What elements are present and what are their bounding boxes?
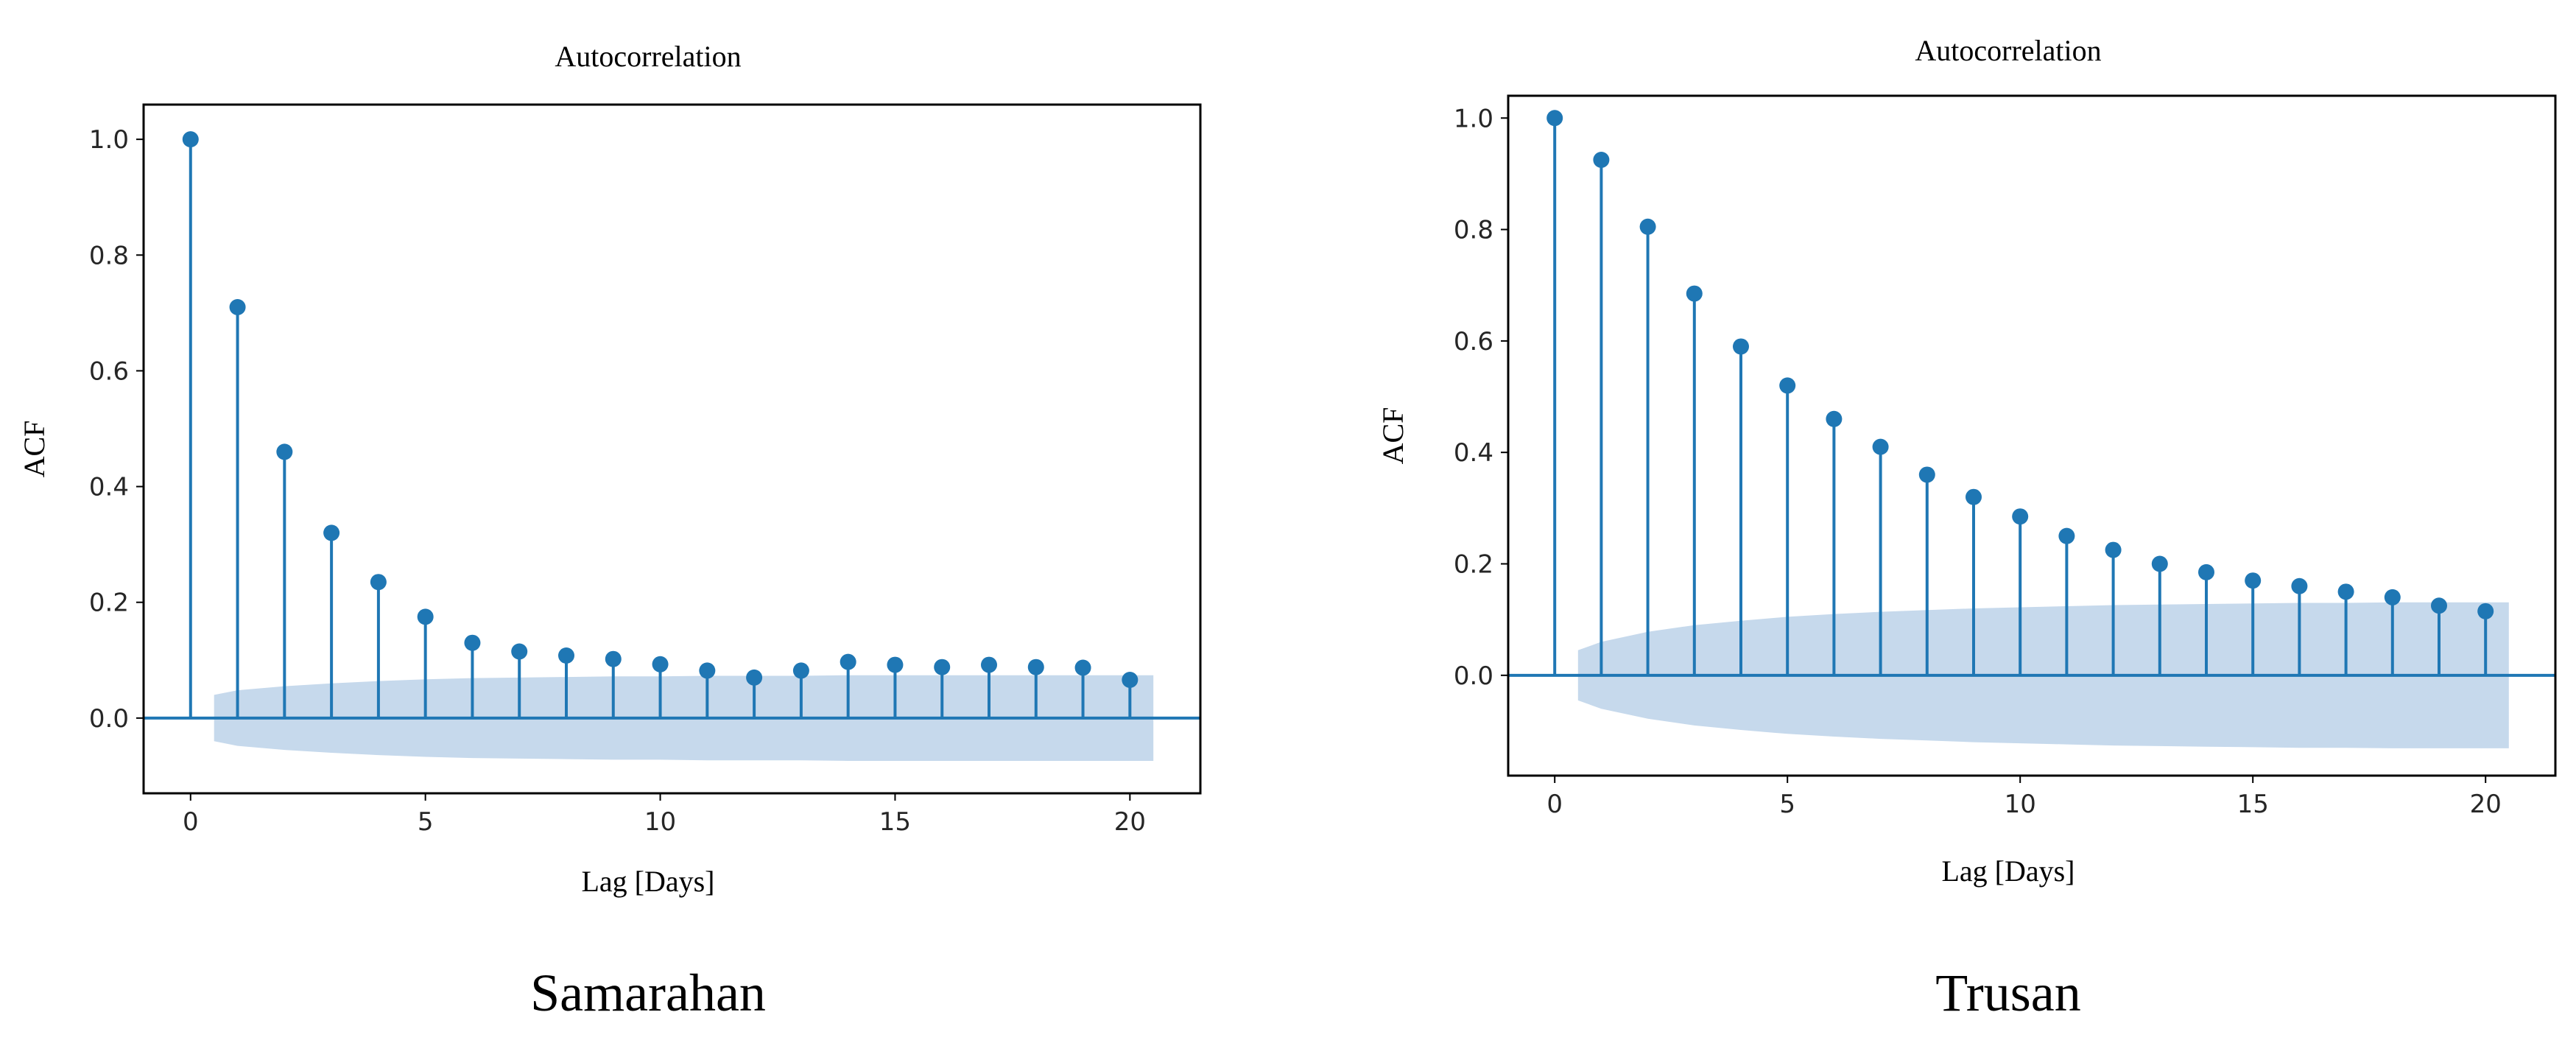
acf-point-lag-19 xyxy=(1074,659,1091,676)
acf-point-lag-17 xyxy=(981,656,997,673)
acf-point-lag-3 xyxy=(323,524,340,541)
chart-caption: Samarahan xyxy=(530,963,766,1022)
x-tick-label: 0 xyxy=(1546,790,1563,819)
acf-point-lag-8 xyxy=(1918,466,1935,483)
chart-trusan: 0 5 10 15 20 0.0 0.2 0.4 0.6 0.8 1.0 Autocorrelatio… xyxy=(1376,34,2557,1022)
acf-point-lag-14 xyxy=(840,653,856,670)
plot-content xyxy=(144,131,1200,761)
acf-point-lag-8 xyxy=(558,647,574,664)
acf-point-lag-18 xyxy=(2384,589,2401,605)
acf-point-lag-3 xyxy=(1686,285,1703,302)
acf-point-lag-15 xyxy=(887,656,904,673)
acf-point-lag-13 xyxy=(2151,555,2168,572)
acf-point-lag-15 xyxy=(2245,572,2262,589)
acf-point-lag-1 xyxy=(229,299,246,315)
y-tick-label: 0.4 xyxy=(89,473,129,502)
y-tick-label: 0.0 xyxy=(1454,661,1493,691)
chart-samarahan: 0 5 10 15 20 0.0 0.2 0.4 0.6 0.8 1.0 Autocorrelatio… xyxy=(18,40,1202,1022)
chart-title: Autocorrelation xyxy=(555,40,741,73)
acf-point-lag-2 xyxy=(1639,218,1656,235)
acf-point-lag-5 xyxy=(1779,377,1796,394)
y-tick-label: 1.0 xyxy=(89,125,129,155)
x-tick-label: 5 xyxy=(1779,790,1795,819)
x-tick-label: 0 xyxy=(183,807,199,837)
acf-point-lag-17 xyxy=(2337,583,2354,600)
acf-point-lag-7 xyxy=(1872,438,1889,455)
acf-point-lag-6 xyxy=(464,634,481,651)
chart-title: Autocorrelation xyxy=(1915,34,2101,67)
acf-point-lag-18 xyxy=(1027,659,1044,675)
x-axis-label: Lag [Days] xyxy=(581,865,714,898)
x-tick-label: 10 xyxy=(2005,790,2036,819)
y-tick-label: 0.2 xyxy=(1454,550,1493,580)
x-tick-label: 20 xyxy=(1114,807,1146,837)
acf-point-lag-10 xyxy=(652,656,669,672)
y-tick-label: 0.8 xyxy=(89,241,129,270)
x-tick-label: 20 xyxy=(2470,790,2502,819)
acf-point-lag-20 xyxy=(1122,672,1139,688)
acf-point-lag-20 xyxy=(2477,603,2494,619)
acf-point-lag-7 xyxy=(511,643,528,660)
acf-point-lag-2 xyxy=(276,443,293,460)
axes-frame xyxy=(1507,94,2557,777)
axes-frame xyxy=(142,103,1202,795)
acf-point-lag-5 xyxy=(417,608,434,625)
acf-point-lag-10 xyxy=(2012,508,2029,525)
acf-point-lag-12 xyxy=(2105,541,2122,558)
acf-point-lag-1 xyxy=(1593,152,1610,169)
plot-content xyxy=(1508,110,2555,748)
y-tick-label: 0.0 xyxy=(89,704,129,734)
acf-point-lag-4 xyxy=(1733,338,1749,355)
x-axis-label: Lag [Days] xyxy=(1941,854,2074,888)
acf-point-lag-9 xyxy=(605,650,622,667)
acf-point-lag-12 xyxy=(746,669,763,686)
y-tick-label: 0.2 xyxy=(89,589,129,618)
acf-point-lag-4 xyxy=(370,574,387,591)
acf-point-lag-13 xyxy=(792,662,809,679)
y-axis-label: ACF xyxy=(18,421,51,478)
acf-point-lag-0 xyxy=(182,131,199,148)
acf-point-lag-6 xyxy=(1826,410,1843,427)
y-tick-label: 1.0 xyxy=(1454,104,1493,133)
acf-point-lag-11 xyxy=(699,662,716,679)
acf-point-lag-14 xyxy=(2198,563,2214,580)
acf-point-lag-0 xyxy=(1546,110,1563,127)
y-tick-label: 0.4 xyxy=(1454,438,1493,468)
y-tick-label: 0.6 xyxy=(89,357,129,386)
chart-caption: Trusan xyxy=(1935,963,2080,1022)
acf-point-lag-16 xyxy=(2291,577,2308,594)
x-tick-label: 15 xyxy=(2237,790,2269,819)
y-tick-label: 0.8 xyxy=(1454,216,1493,245)
y-tick-label: 0.6 xyxy=(1454,327,1493,357)
acf-point-lag-19 xyxy=(2431,597,2447,614)
y-axis-label: ACF xyxy=(1376,407,1410,465)
x-tick-label: 15 xyxy=(879,807,911,837)
acf-point-lag-11 xyxy=(2058,527,2075,544)
acf-point-lag-16 xyxy=(934,659,951,675)
acf-point-lag-9 xyxy=(1966,488,1982,505)
x-tick-label: 10 xyxy=(644,807,676,837)
x-tick-label: 5 xyxy=(418,807,434,837)
